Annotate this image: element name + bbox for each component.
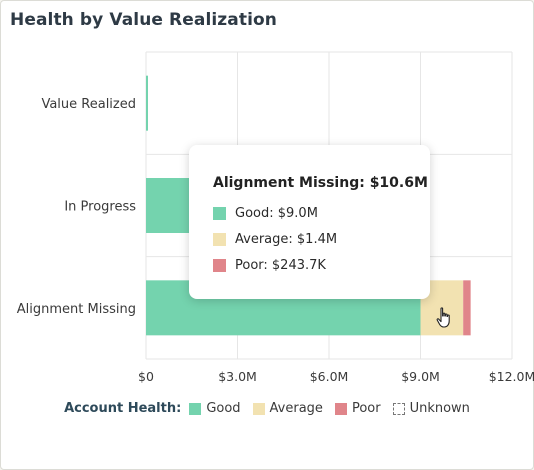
bar-segment [146, 75, 148, 131]
x-tick-label: $0 [138, 369, 154, 384]
tooltip-swatch-average [213, 232, 226, 246]
tooltip-row-average: Average: $1.4M [213, 226, 430, 252]
legend-label-good: Good [206, 401, 241, 416]
y-category-label: In Progress [64, 200, 136, 215]
x-tick-label: $3.0M [218, 369, 257, 384]
chart-legend: Account Health: Good Average Poor Unknow… [0, 401, 534, 416]
tooltip-row-poor: Poor: $243.7K [213, 252, 430, 278]
tooltip-swatch-good [213, 206, 226, 220]
x-tick-label: $9.0M [401, 369, 440, 384]
tooltip-label-good: Good: $9.0M [235, 205, 318, 221]
hand-pointer-icon [436, 307, 450, 328]
legend-swatch-good [189, 402, 202, 415]
legend-item-average[interactable]: Average [252, 401, 323, 416]
legend-title: Account Health: [64, 401, 182, 416]
tooltip-label-poor: Poor: $243.7K [235, 257, 326, 273]
legend-item-unknown[interactable]: Unknown [392, 401, 470, 416]
bar-tooltip: Alignment Missing: $10.6M Good: $9.0M Av… [189, 145, 430, 299]
y-category-label: Alignment Missing [17, 302, 136, 317]
legend-swatch-average [252, 402, 265, 415]
x-tick-label: $12.0M [489, 369, 534, 384]
legend-swatch-poor [334, 402, 347, 415]
tooltip-swatch-poor [213, 258, 226, 272]
legend-label-unknown: Unknown [409, 401, 470, 416]
tooltip-label-average: Average: $1.4M [235, 231, 338, 247]
x-tick-label: $6.0M [310, 369, 349, 384]
tooltip-title: Alignment Missing: $10.6M [213, 175, 428, 191]
legend-item-poor[interactable]: Poor [334, 401, 381, 416]
chart-title: Health by Value Realization [10, 10, 277, 30]
legend-swatch-unknown [392, 402, 405, 415]
legend-item-good[interactable]: Good [189, 401, 241, 416]
y-category-label: Value Realized [41, 97, 136, 112]
legend-label-average: Average [269, 401, 323, 416]
legend-label-poor: Poor [351, 401, 381, 416]
tooltip-row-good: Good: $9.0M [213, 200, 430, 226]
bar-segment [463, 280, 471, 336]
